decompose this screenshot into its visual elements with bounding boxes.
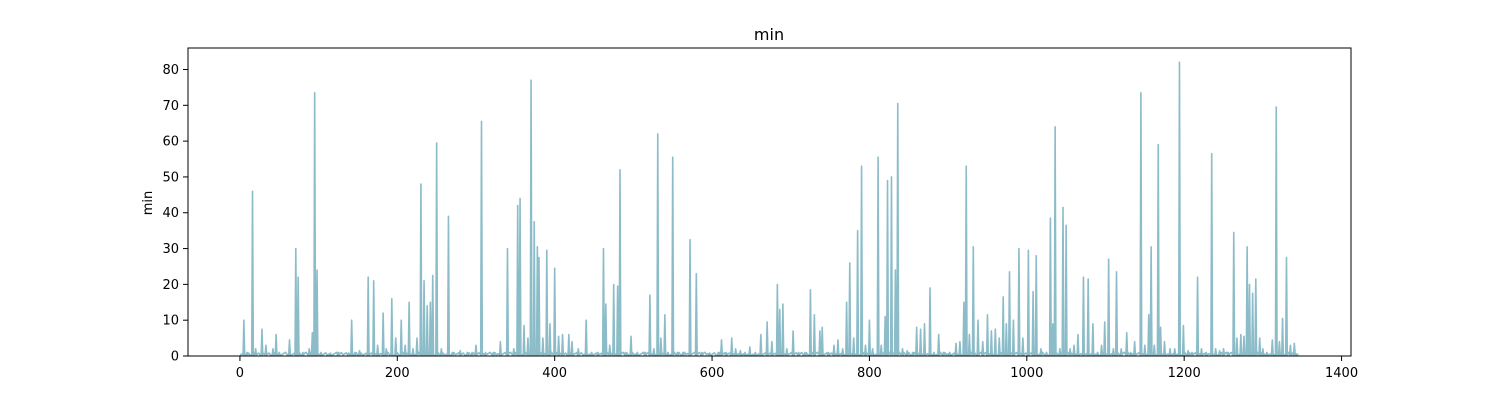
- y-tick-label: 40: [162, 206, 179, 221]
- y-axis-label: min: [141, 191, 156, 216]
- chart-title: min: [754, 25, 784, 44]
- series-layer: [239, 61, 1299, 357]
- y-tick-label: 70: [162, 99, 179, 114]
- x-tick-label: 1200: [1168, 366, 1201, 381]
- series-line-min: [239, 61, 1299, 357]
- y-tick-label: 30: [162, 242, 179, 257]
- x-tick-label: 1400: [1325, 366, 1358, 381]
- x-tick-label: 800: [857, 366, 882, 381]
- y-axis: 0 10 20 30 40 50 60 70 80: [162, 63, 188, 365]
- x-tick-label: 200: [385, 366, 410, 381]
- y-tick-label: 10: [162, 314, 179, 329]
- x-tick-label: 0: [236, 366, 244, 381]
- x-tick-label: 600: [700, 366, 725, 381]
- y-tick-label: 20: [162, 278, 179, 293]
- y-tick-label: 50: [162, 170, 179, 185]
- x-tick-label: 1000: [1010, 366, 1043, 381]
- plot-background: [188, 48, 1351, 356]
- x-axis: 0 200 400 600 800 1000 1200 1400: [236, 356, 1358, 381]
- x-tick-label: 400: [542, 366, 567, 381]
- y-tick-label: 0: [171, 350, 179, 365]
- y-tick-label: 60: [162, 135, 179, 150]
- plot-frame: [187, 47, 1352, 357]
- y-tick-label: 80: [162, 63, 179, 78]
